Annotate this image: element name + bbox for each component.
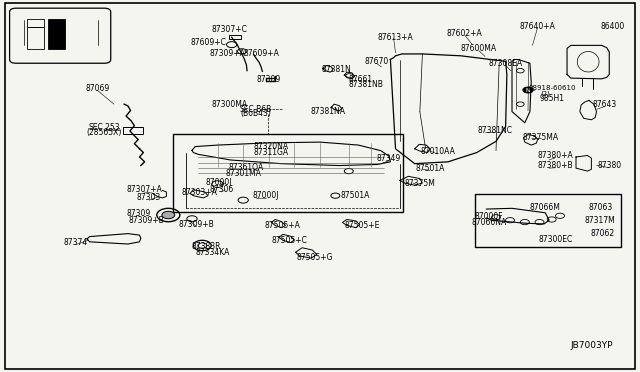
Text: 87609+C: 87609+C bbox=[191, 38, 227, 47]
Text: 87349: 87349 bbox=[377, 154, 401, 163]
Bar bbox=[48, 19, 65, 27]
Text: 87381NA: 87381NA bbox=[311, 107, 346, 116]
Text: SEC.B6B: SEC.B6B bbox=[240, 105, 272, 114]
Text: 87000J: 87000J bbox=[252, 191, 279, 200]
Text: 87066M: 87066M bbox=[529, 203, 560, 212]
Bar bbox=[27, 27, 44, 49]
Text: N: N bbox=[527, 87, 532, 93]
Text: 87309+B: 87309+B bbox=[129, 216, 164, 225]
Text: 87505+E: 87505+E bbox=[344, 221, 380, 230]
Text: 87380+A: 87380+A bbox=[538, 151, 573, 160]
Text: 87320NA: 87320NA bbox=[253, 142, 288, 151]
Text: 87062: 87062 bbox=[590, 230, 614, 238]
Text: 87334KA: 87334KA bbox=[195, 248, 230, 257]
Text: 87306: 87306 bbox=[209, 185, 234, 194]
Text: 87066NA: 87066NA bbox=[472, 218, 508, 227]
Text: (2): (2) bbox=[540, 90, 550, 97]
Text: 87381NB: 87381NB bbox=[349, 80, 383, 89]
Text: 86400: 86400 bbox=[601, 22, 625, 31]
Text: 87303+A: 87303+A bbox=[182, 188, 218, 197]
Text: 87501A: 87501A bbox=[340, 191, 370, 200]
Text: 87380: 87380 bbox=[597, 161, 621, 170]
Text: 87308EA: 87308EA bbox=[488, 59, 523, 68]
Bar bbox=[27, 19, 44, 27]
Text: 985H1: 985H1 bbox=[539, 94, 564, 103]
Text: 87381NC: 87381NC bbox=[477, 126, 512, 135]
Text: 87307+C: 87307+C bbox=[211, 25, 247, 34]
Text: 87670: 87670 bbox=[364, 57, 388, 65]
Text: JB7003YP: JB7003YP bbox=[570, 341, 612, 350]
Text: 87361QA: 87361QA bbox=[228, 163, 264, 172]
Text: 87010AA: 87010AA bbox=[420, 147, 455, 156]
Bar bbox=[123, 127, 143, 134]
Text: 87000F: 87000F bbox=[474, 212, 502, 221]
Text: 87381N: 87381N bbox=[321, 65, 351, 74]
Text: 87000J: 87000J bbox=[205, 178, 232, 187]
Text: 87600MA: 87600MA bbox=[461, 44, 497, 53]
Text: N: N bbox=[526, 87, 530, 93]
Text: 87303: 87303 bbox=[137, 193, 161, 202]
Circle shape bbox=[162, 211, 175, 219]
Text: 87505+G: 87505+G bbox=[296, 253, 333, 262]
Bar bbox=[475, 194, 621, 247]
Text: 87063: 87063 bbox=[588, 203, 612, 212]
Text: 87501A: 87501A bbox=[415, 164, 445, 173]
Bar bbox=[173, 134, 403, 212]
Text: 87602+A: 87602+A bbox=[447, 29, 483, 38]
Text: 87640+A: 87640+A bbox=[520, 22, 556, 31]
Text: 87505+C: 87505+C bbox=[271, 236, 307, 245]
Text: 87609+A: 87609+A bbox=[243, 49, 279, 58]
Bar bbox=[48, 27, 65, 49]
Text: 87300EC: 87300EC bbox=[538, 235, 573, 244]
Text: (28565X): (28565X) bbox=[86, 128, 122, 137]
Text: 87375MA: 87375MA bbox=[523, 133, 559, 142]
Text: 87307+A: 87307+A bbox=[126, 185, 162, 194]
Bar bbox=[229, 35, 241, 39]
Text: 87661: 87661 bbox=[349, 75, 373, 84]
Text: SEC.253: SEC.253 bbox=[88, 124, 120, 132]
Text: 87309: 87309 bbox=[257, 75, 281, 84]
Text: 87375M: 87375M bbox=[404, 179, 435, 188]
Text: 08918-60610: 08918-60610 bbox=[529, 85, 576, 91]
Text: 87643: 87643 bbox=[593, 100, 617, 109]
Text: 87383R: 87383R bbox=[192, 242, 221, 251]
Text: 87309+B: 87309+B bbox=[179, 220, 214, 229]
Text: 87309: 87309 bbox=[126, 209, 150, 218]
Text: 87380+B: 87380+B bbox=[538, 161, 573, 170]
Text: 87301MA: 87301MA bbox=[226, 169, 262, 178]
Text: 87317M: 87317M bbox=[585, 217, 616, 225]
Text: 87374: 87374 bbox=[63, 238, 88, 247]
Circle shape bbox=[523, 87, 533, 93]
Text: (B6B43): (B6B43) bbox=[241, 109, 271, 118]
Text: 87311GA: 87311GA bbox=[253, 148, 288, 157]
Text: 87613+A: 87613+A bbox=[378, 33, 413, 42]
Text: 87309+A: 87309+A bbox=[210, 49, 246, 58]
Text: 87069: 87069 bbox=[86, 84, 110, 93]
Text: 87505+A: 87505+A bbox=[265, 221, 301, 230]
Text: 87300MA: 87300MA bbox=[211, 100, 247, 109]
